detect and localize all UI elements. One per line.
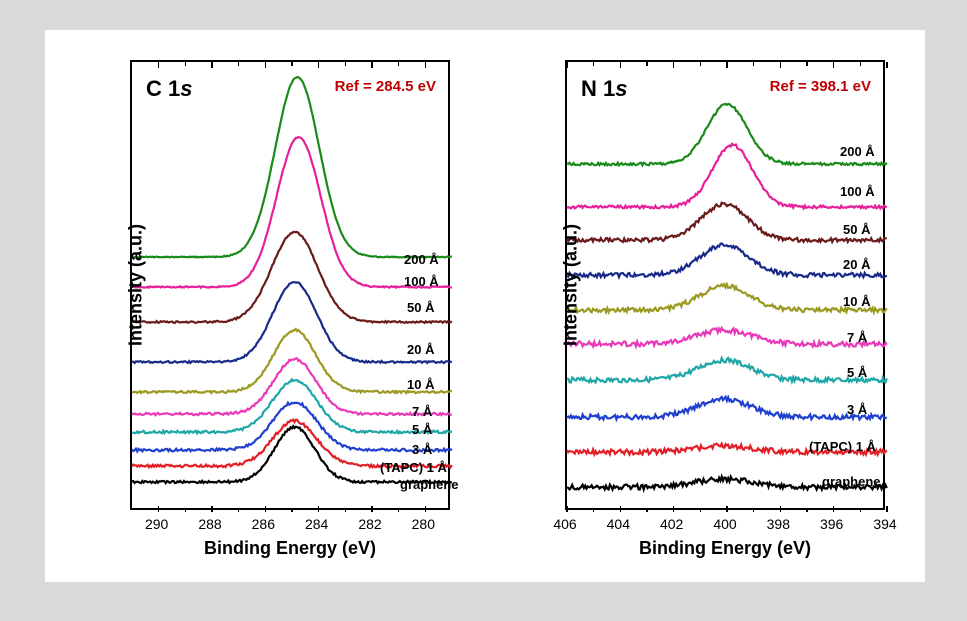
series-label: 3 Å: [412, 442, 432, 457]
series-label: graphene: [400, 477, 459, 492]
series-label: 5 Å: [412, 422, 432, 437]
series-label: 50 Å: [843, 222, 870, 237]
series-label: 20 Å: [843, 257, 870, 272]
xtick-label: 282: [358, 516, 381, 532]
n1s-plot-box: N 1s Ref = 398.1 eV graphene (TAPC) 1 Å 3 …: [565, 60, 885, 510]
series-label: 200 Å: [404, 252, 439, 267]
xtick-label: 284: [305, 516, 328, 532]
c1s-curves: [132, 62, 448, 508]
tick-mark: [886, 62, 888, 68]
n1s-ref: Ref = 398.1 eV: [770, 78, 871, 95]
n1s-xlabel: Binding Energy (eV): [565, 538, 885, 559]
c1s-title-prefix: C 1: [146, 76, 180, 101]
xtick-label: 402: [660, 516, 683, 532]
c1s-xticks: 290 288 286 284 282 280: [130, 510, 450, 540]
c1s-title-italic: s: [180, 76, 192, 101]
xtick-label: 280: [412, 516, 435, 532]
n1s-title-prefix: N 1: [581, 76, 615, 101]
n1s-xticks: 406404402400398396394: [565, 510, 885, 540]
series-label: 10 Å: [407, 377, 434, 392]
series-label: 10 Å: [843, 294, 870, 309]
spectrum-curve: [567, 397, 887, 420]
xtick-label: 290: [145, 516, 168, 532]
c1s-title: C 1s: [146, 76, 193, 102]
xtick-label: 396: [820, 516, 843, 532]
tick-mark: [886, 506, 888, 512]
c1s-plot-box: C 1s Ref = 284.5 eV graphene(TAPC) 1 Å3 …: [130, 60, 450, 510]
xtick-label: 400: [713, 516, 736, 532]
spectrum-curve: [132, 358, 452, 415]
spectrum-curve: [567, 328, 887, 346]
spectrum-curve: [567, 284, 887, 312]
series-label: 200 Å: [840, 144, 875, 159]
series-label: (TAPC) 1 Å: [809, 439, 876, 454]
series-label: 50 Å: [407, 300, 434, 315]
n1s-title-italic: s: [615, 76, 627, 101]
xtick-label: 398: [767, 516, 790, 532]
series-label: 5 Å: [847, 365, 867, 380]
series-label: graphene: [822, 474, 881, 489]
xtick-label: 406: [553, 516, 576, 532]
spectrum-curve: [567, 104, 887, 165]
spectrum-curve: [567, 358, 887, 382]
n1s-title: N 1s: [581, 76, 628, 102]
spectrum-curve: [132, 77, 452, 257]
series-label: 20 Å: [407, 342, 434, 357]
xtick-label: 404: [607, 516, 630, 532]
spectrum-curve: [567, 243, 887, 277]
n1s-ylabel: Intensity (a.u.): [561, 224, 582, 346]
series-label: (TAPC) 1 Å: [380, 460, 447, 475]
figure-panel: C 1s Ref = 284.5 eV graphene(TAPC) 1 Å3 …: [45, 30, 925, 582]
xtick-label: 288: [198, 516, 221, 532]
c1s-xlabel: Binding Energy (eV): [130, 538, 450, 559]
spectrum-curve: [132, 379, 452, 433]
c1s-ylabel: Intensity (a.u.): [126, 224, 147, 346]
c1s-ref: Ref = 284.5 eV: [335, 78, 436, 95]
series-label: 7 Å: [847, 330, 867, 345]
spectrum-curve: [567, 144, 887, 209]
xtick-label: 394: [873, 516, 896, 532]
series-label: 100 Å: [840, 184, 875, 199]
xtick-label: 286: [252, 516, 275, 532]
series-label: 7 Å: [412, 404, 432, 419]
series-label: 100 Å: [404, 274, 439, 289]
series-label: 3 Å: [847, 402, 867, 417]
